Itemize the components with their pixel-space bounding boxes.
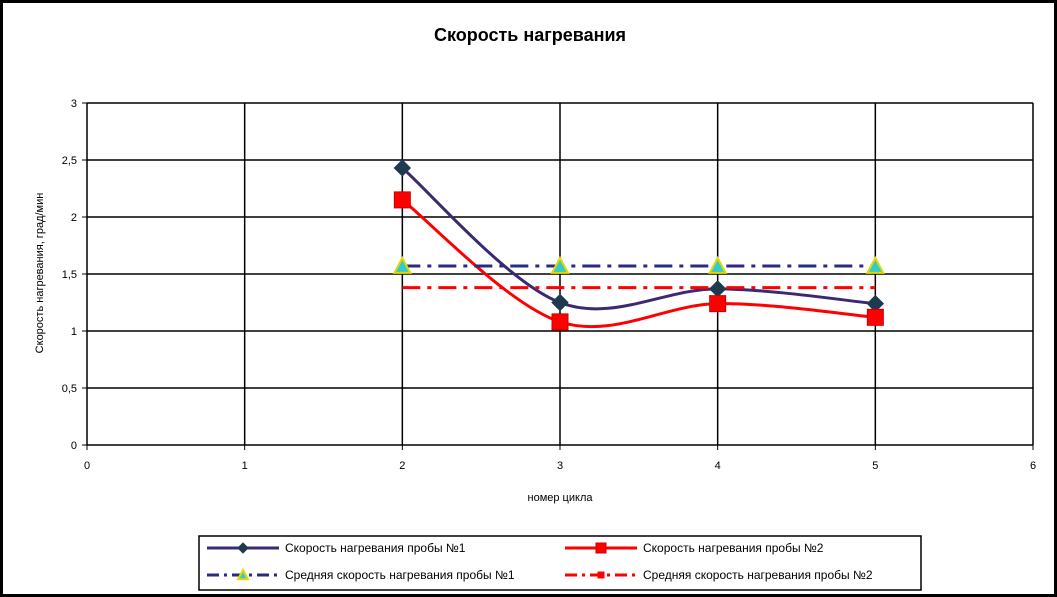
y-tick-label-6: 3 xyxy=(71,98,77,110)
legend: Скорость нагревания пробы №1 Скорость наг… xyxy=(198,535,922,591)
series-3-point-2 xyxy=(550,255,570,274)
legend-marker-2 xyxy=(595,542,607,554)
y-tick-label-4: 2 xyxy=(71,212,77,224)
x-tick-label-0: 0 xyxy=(84,460,90,472)
y-tick-label-3: 1,5 xyxy=(62,269,77,281)
x-tick-label-3: 3 xyxy=(557,460,563,472)
series-3-point-1 xyxy=(392,255,413,274)
legend-box xyxy=(198,535,922,591)
chart-title: Скорость нагревания xyxy=(434,25,626,45)
y-tick-label-2: 1 xyxy=(71,326,77,338)
series-2-point-2 xyxy=(551,313,569,331)
legend-marker-3 xyxy=(236,567,250,581)
legend-label-2: Скорость нагревания пробы №2 xyxy=(643,541,824,555)
y-tick-label-5: 2,5 xyxy=(62,155,77,167)
legend-label-3: Средняя скорость нагревания пробы №1 xyxy=(285,568,515,582)
plot-area: 0 1 2 3 4 5 6 0 0,5 1 1,5 2 2,5 3 xyxy=(62,98,1036,472)
x-tick-label-6: 6 xyxy=(1030,460,1036,472)
chart-svg: Скорость нагревания 0 1 2 3 4 5 6 0 0,5 1 1,5 2 2,5 3… xyxy=(34,25,1036,591)
series-line-1 xyxy=(401,166,876,311)
series-2-point-3 xyxy=(709,295,727,313)
series-line-2 xyxy=(401,198,876,329)
series-1-point-2 xyxy=(551,293,569,312)
x-tick-label-4: 4 xyxy=(715,460,721,472)
legend-marker-4 xyxy=(597,571,605,579)
x-axis-label: номер цикла xyxy=(528,492,594,504)
x-tick-label-2: 2 xyxy=(399,460,405,472)
y-axis-label: Скорость нагревания, град/мин xyxy=(34,193,46,354)
x-tick-label-5: 5 xyxy=(872,460,878,472)
legend-marker-1 xyxy=(237,542,249,554)
series-2-point-1 xyxy=(393,191,411,209)
legend-label-4: Средняя скорость нагревания пробы №2 xyxy=(643,568,873,582)
series-3-point-3 xyxy=(707,255,728,274)
y-tick-label-1: 0,5 xyxy=(62,383,77,395)
x-tick-label-1: 1 xyxy=(242,460,248,472)
series-3-point-4 xyxy=(865,255,886,274)
series-1-point-1 xyxy=(393,159,412,177)
y-tick-label-0: 0 xyxy=(71,440,77,452)
series-2-point-4 xyxy=(866,308,884,326)
legend-label-1: Скорость нагревания пробы №1 xyxy=(285,541,466,555)
